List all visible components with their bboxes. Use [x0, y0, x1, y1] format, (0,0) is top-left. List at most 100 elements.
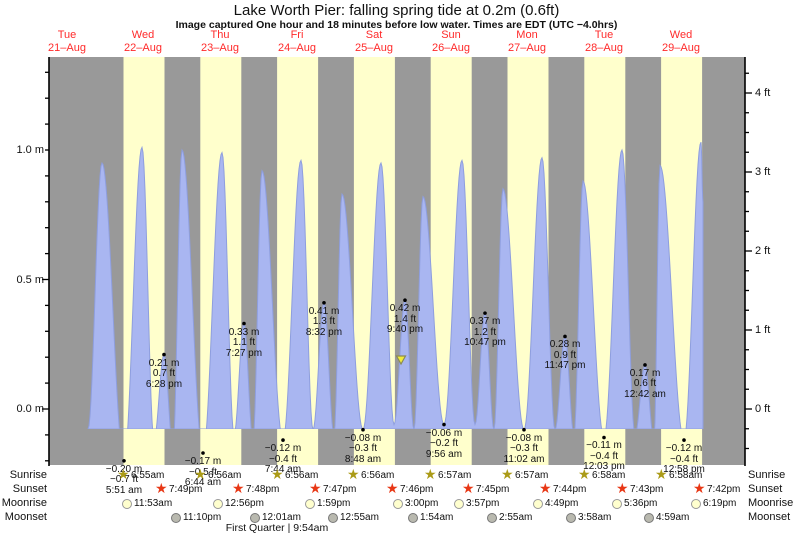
- moonset-time: 12:55am: [340, 512, 379, 523]
- tide-extreme-dot: [361, 427, 365, 432]
- moonrise-time: 6:19pm: [703, 498, 737, 509]
- day-name: Thu: [210, 29, 230, 41]
- sunrise-time: 6:56am: [285, 470, 319, 481]
- day-name: Tue: [594, 29, 614, 41]
- astro-row-label-left: Moonrise: [1, 497, 47, 509]
- moonrise-time: 1:59pm: [317, 498, 351, 509]
- moonrise-time: 12:56pm: [225, 498, 264, 509]
- height-meters: −0.11 m: [586, 440, 622, 452]
- tide-time: 7:44 am: [264, 464, 302, 476]
- height-meters: −0.08 m: [505, 432, 543, 444]
- tide-extreme-dot: [602, 435, 606, 440]
- sunrise-time: 6:58am: [669, 470, 703, 481]
- moonset-time: 3:58am: [578, 512, 612, 523]
- moonset-icon: [408, 513, 418, 523]
- tide-extreme-dot: [563, 334, 567, 339]
- sunrise-icon: ★: [424, 466, 437, 482]
- sunrise-time: 6:58am: [592, 470, 626, 481]
- low-tide-label: −0.11 m −0.4 ft 12:03 pm: [564, 441, 644, 473]
- tide-time: 5:51 am: [105, 484, 143, 496]
- day-date: 29–Aug: [662, 41, 700, 54]
- day-name: Mon: [516, 29, 538, 41]
- moonrise-icon: [213, 499, 223, 509]
- moonrise-time: 11:53am: [134, 498, 173, 509]
- day-date: 23–Aug: [201, 41, 239, 54]
- moonset-icon: [250, 513, 260, 523]
- sunset-time: 7:42pm: [707, 484, 741, 495]
- astro-row-label-right: Sunset: [748, 483, 783, 495]
- sunrise-icon: ★: [347, 466, 360, 482]
- sunset-icon: ★: [386, 480, 399, 496]
- high-tide-label: 0.28 m 0.9 ft 11:47 pm: [525, 340, 605, 372]
- high-tide-label: 0.37 m 1.2 ft 10:47 pm: [445, 317, 525, 349]
- day-label: Thu 23–Aug: [185, 29, 255, 54]
- day-date: 26–Aug: [432, 41, 470, 54]
- astro-row-label-right: Sunrise: [748, 469, 786, 481]
- height-meters: 0.21 m: [148, 357, 180, 369]
- moonrise-time: 3:57pm: [466, 498, 500, 509]
- height-feet: −0.5 ft: [188, 466, 218, 478]
- tide-extreme-dot: [442, 422, 446, 427]
- tide-time: 9:40 pm: [386, 324, 424, 336]
- right-axis-label: 2 ft: [755, 245, 771, 257]
- sunset-time: 7:46pm: [400, 484, 434, 495]
- height-meters: −0.12 m: [264, 443, 302, 455]
- sunrise-time: 6:56am: [208, 470, 242, 481]
- sunrise-time: 6:56am: [361, 470, 395, 481]
- low-tide-label: −0.08 m −0.3 ft 8:48 am: [323, 433, 403, 466]
- tide-time: 8:48 am: [344, 453, 382, 465]
- day-date: 27–Aug: [508, 41, 546, 54]
- tide-extreme-dot: [242, 321, 246, 326]
- tide-extreme-dot: [281, 438, 285, 442]
- sunrise-time: 6:57am: [515, 470, 549, 481]
- left-axis-label: 0.5 m: [16, 273, 44, 286]
- height-feet: −0.7 ft: [109, 474, 139, 486]
- tide-extreme-dot: [122, 459, 126, 463]
- chart-subtitle: Image captured One hour and 18 minutes b…: [175, 19, 618, 31]
- high-tide-label: 0.17 m 0.6 ft 12:42 am: [605, 368, 685, 401]
- moonset-icon: [171, 513, 181, 523]
- low-tide-label: −0.20 m −0.7 ft 5:51 am: [84, 464, 164, 497]
- moonset-time: 1:54am: [420, 512, 454, 523]
- height-feet: 1.3 ft: [312, 316, 336, 328]
- day-name: Sun: [441, 29, 461, 41]
- height-feet: 1.1 ft: [232, 337, 256, 349]
- moonset-icon: [566, 513, 576, 523]
- day-label: Sun 26–Aug: [416, 29, 486, 54]
- day-date: 21–Aug: [48, 41, 86, 54]
- day-name: Wed: [669, 29, 693, 41]
- moonrise-icon: [454, 499, 464, 509]
- tide-time: 12:58 pm: [663, 464, 705, 476]
- sunset-icon: ★: [155, 480, 168, 496]
- moonrise-icon: [122, 499, 132, 509]
- chart-title: Lake Worth Pier: falling spring tide at …: [233, 2, 560, 19]
- tide-extreme-dot: [522, 427, 526, 432]
- high-tide-label: 0.41 m 1.3 ft 8:32 pm: [284, 306, 364, 339]
- tide-extreme-dot: [682, 438, 686, 442]
- low-tide-label: −0.06 m −0.2 ft 9:56 am: [404, 428, 484, 461]
- low-tide-label: −0.12 m −0.4 ft 12:58 pm: [644, 444, 724, 476]
- moonset-icon: [644, 513, 654, 523]
- height-feet: −0.4 ft: [669, 453, 699, 465]
- moonrise-time: 3:00pm: [405, 498, 439, 509]
- height-feet: −0.3 ft: [348, 443, 378, 455]
- tide-time: 12:03 pm: [583, 461, 625, 473]
- tide-extreme-dot: [643, 363, 647, 367]
- sunrise-icon: ★: [501, 466, 514, 482]
- sunset-time: 7:47pm: [323, 484, 357, 495]
- height-feet: 1.2 ft: [473, 326, 497, 338]
- day-label: Tue 28–Aug: [569, 29, 639, 54]
- height-meters: 0.42 m: [389, 303, 421, 315]
- height-feet: −0.4 ft: [268, 453, 298, 465]
- sunset-icon: ★: [232, 480, 245, 496]
- day-label: Fri 24–Aug: [262, 29, 332, 54]
- astro-row-label-right: Moonset: [748, 511, 791, 523]
- day-name: Fri: [290, 29, 304, 41]
- height-meters: −0.17 m: [184, 456, 222, 468]
- sunrise-icon: ★: [655, 466, 668, 482]
- day-label: Wed 22–Aug: [108, 29, 178, 54]
- day-label: Mon 27–Aug: [492, 29, 562, 54]
- tide-water-area: [87, 142, 704, 429]
- moonset-icon: [328, 513, 338, 523]
- tide-extreme-dot: [322, 301, 326, 305]
